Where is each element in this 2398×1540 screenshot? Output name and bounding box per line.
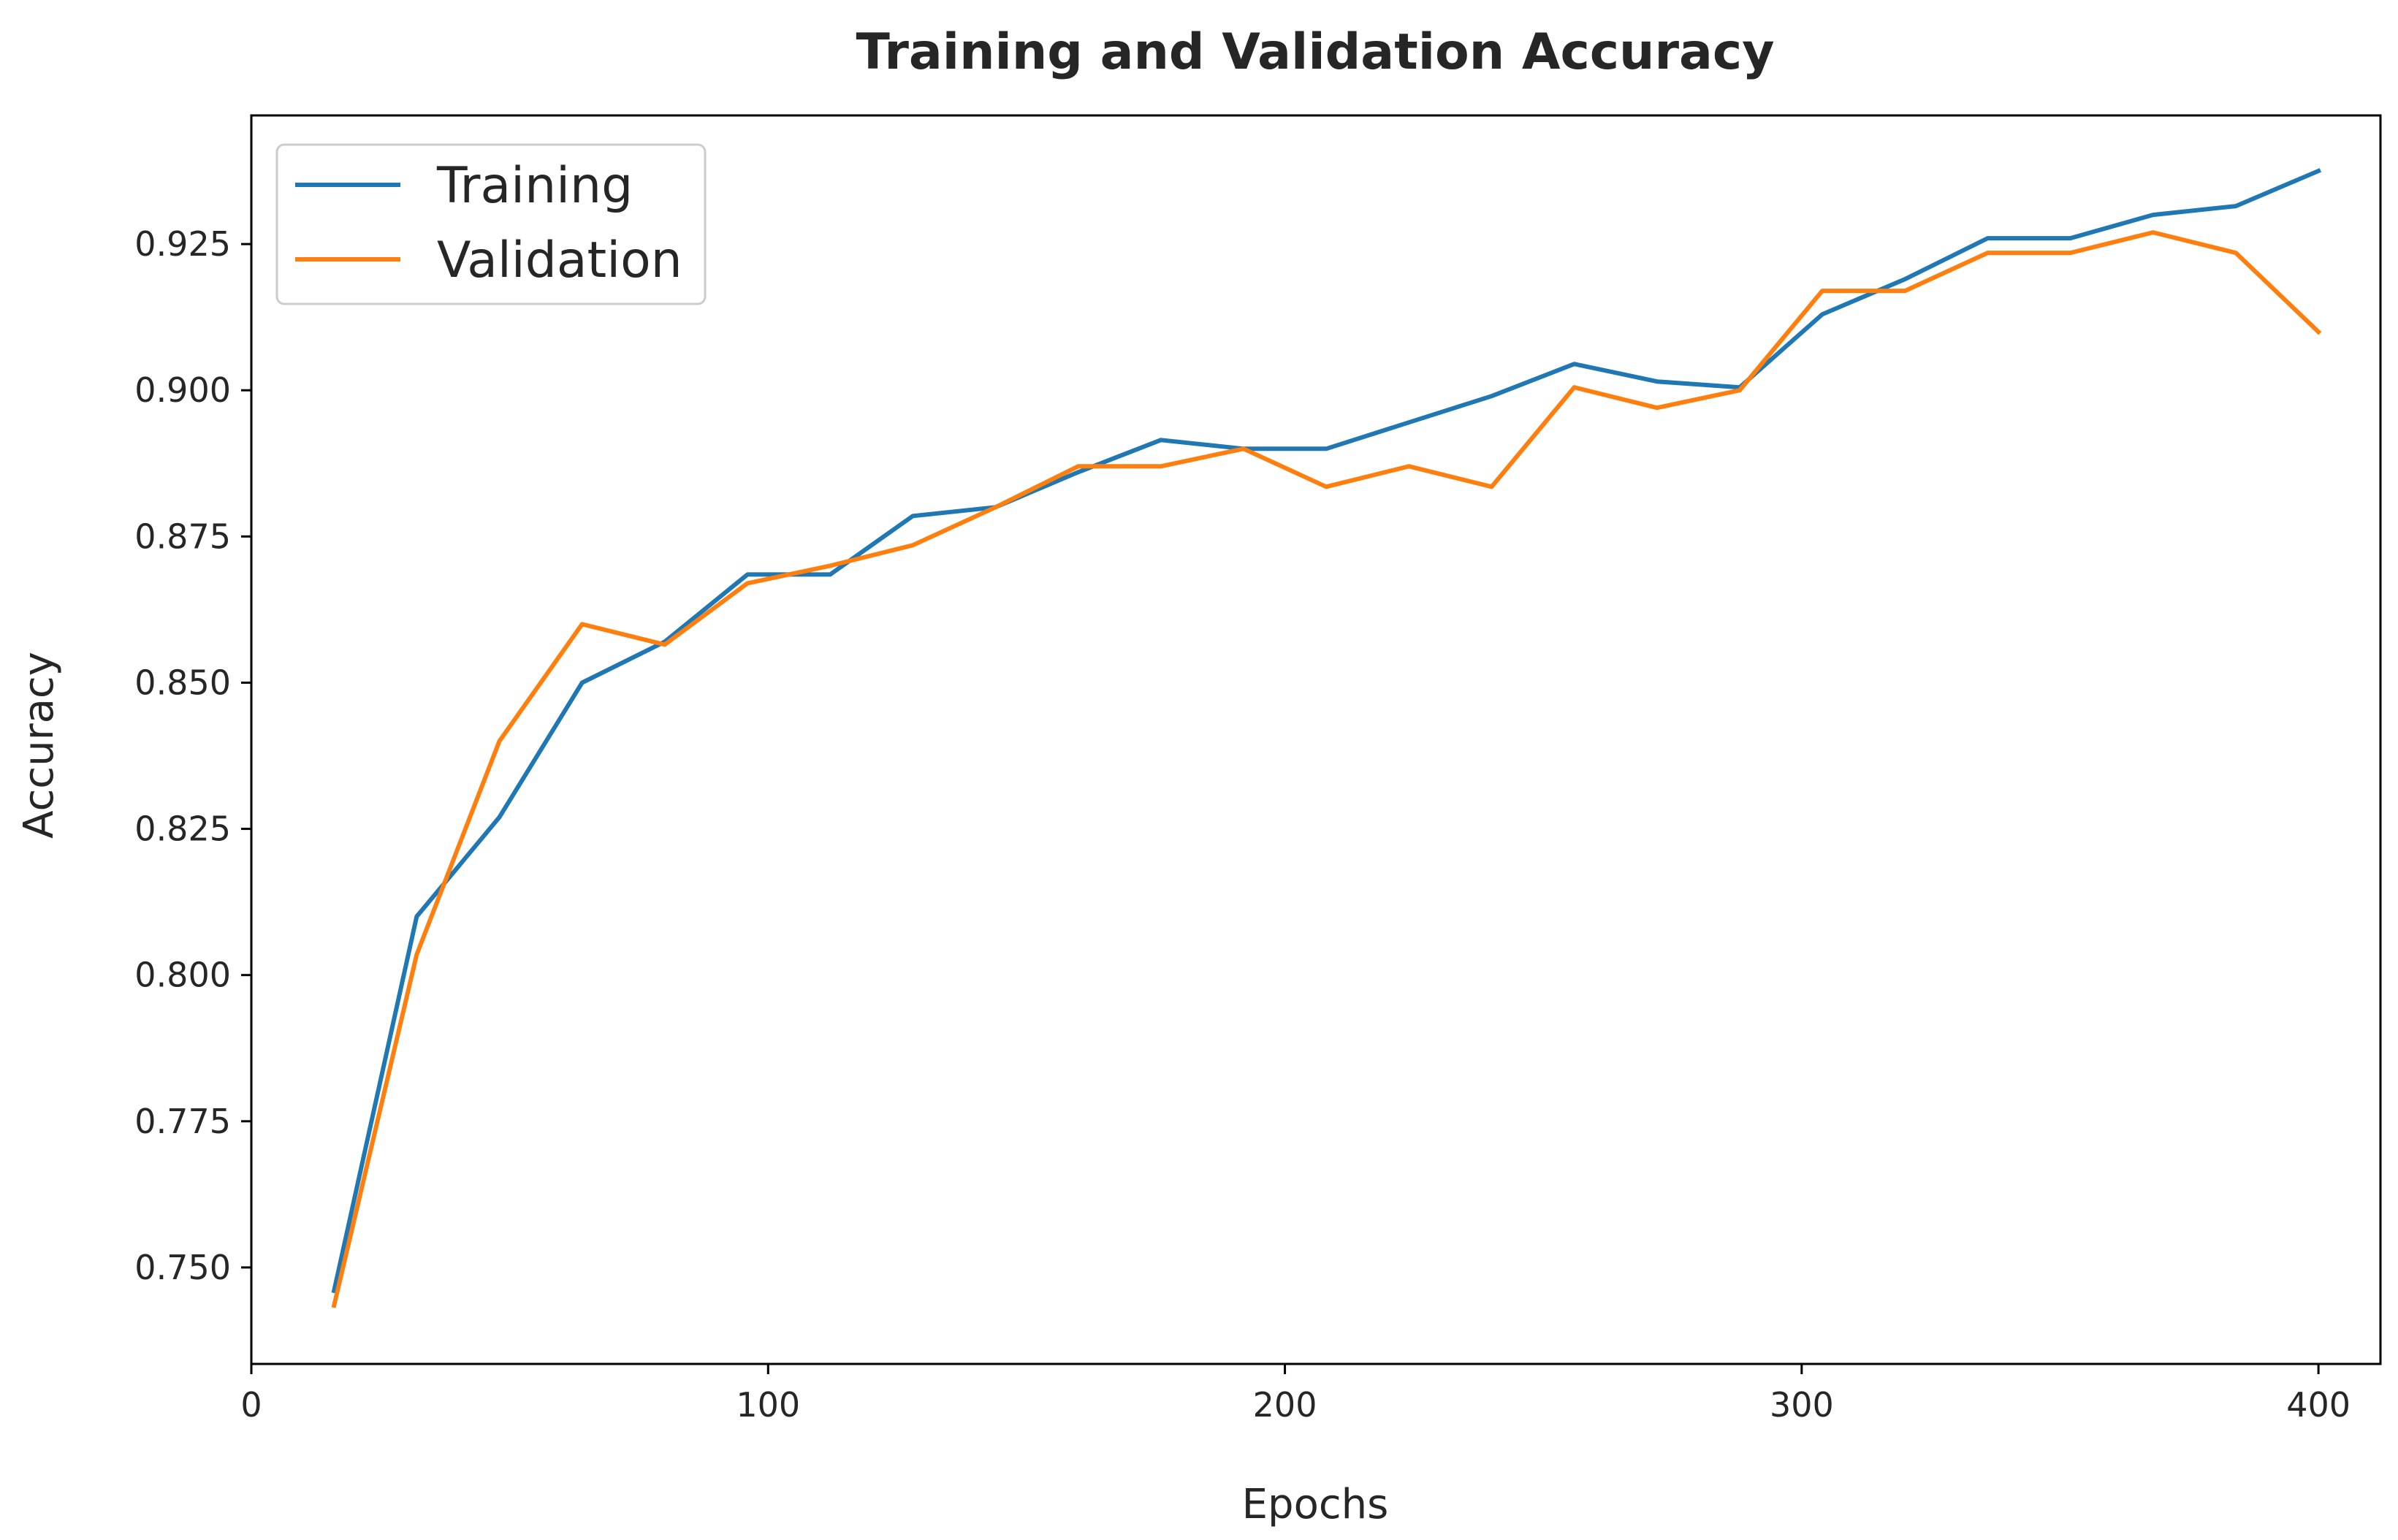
series-line-validation <box>331 230 2322 1308</box>
legend: Training Validation <box>275 143 707 305</box>
x-tick-label: 200 <box>1253 1385 1317 1425</box>
plot-frame <box>250 114 2382 1365</box>
x-tick-label: 300 <box>1770 1385 1834 1425</box>
y-tick-label: 0.800 <box>134 956 231 995</box>
plot-area: 0 100 200 300 400 0.750 0.775 0.800 0.825 0.850 0.… <box>134 114 2382 1425</box>
y-tick-label: 0.825 <box>134 809 231 849</box>
chart-title: Training and Validation Accuracy <box>856 23 1774 81</box>
x-axis-label: Epochs <box>1242 1481 1389 1528</box>
y-tick-label: 0.850 <box>134 663 231 702</box>
x-tick-label: 0 <box>240 1385 262 1425</box>
y-tick-label: 0.925 <box>134 224 231 264</box>
legend-label-validation: Validation <box>437 232 682 289</box>
y-tick-label: 0.775 <box>134 1102 231 1141</box>
series-line-training <box>331 168 2322 1294</box>
x-tick-label: 400 <box>2286 1385 2351 1425</box>
y-tick-label: 0.750 <box>134 1248 231 1287</box>
y-axis-label: Accuracy <box>15 652 63 839</box>
legend-label-training: Training <box>436 157 633 215</box>
y-tick-label: 0.900 <box>134 370 231 410</box>
y-tick-label: 0.875 <box>134 516 231 556</box>
x-tick-label: 100 <box>736 1385 800 1425</box>
